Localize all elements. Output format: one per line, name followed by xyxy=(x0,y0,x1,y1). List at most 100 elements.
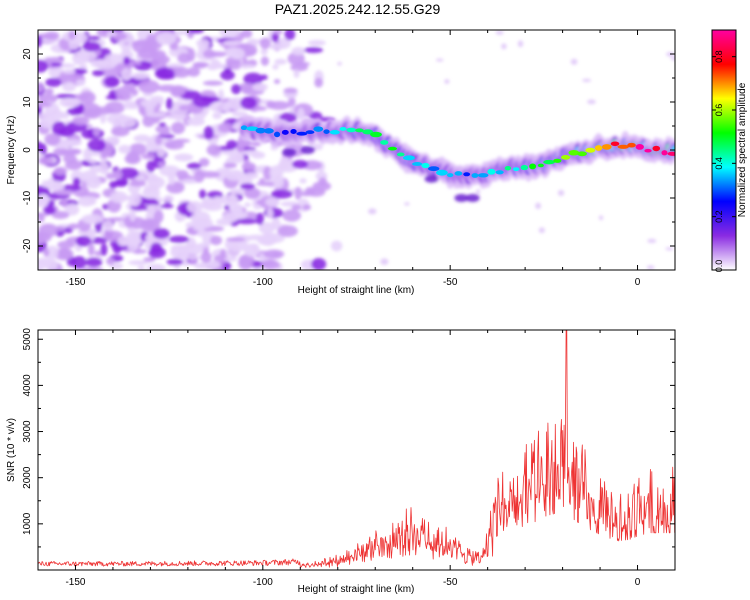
noise-blob xyxy=(166,114,187,120)
noise-blob xyxy=(158,122,166,127)
noise-blob xyxy=(157,84,178,92)
ridge-core xyxy=(296,131,308,136)
noise-blob xyxy=(129,180,147,187)
noise-blob xyxy=(45,77,62,87)
ridge-core xyxy=(387,146,398,151)
ridge-core xyxy=(305,130,315,134)
noise-blob xyxy=(62,154,77,164)
noise-blob xyxy=(38,93,58,104)
ridge-core xyxy=(281,129,289,135)
noise-blob xyxy=(147,176,160,183)
noise-blob xyxy=(226,140,238,150)
noise-blob xyxy=(670,56,675,61)
noise-blob xyxy=(134,60,142,66)
noise-blob xyxy=(38,200,43,208)
noise-blob xyxy=(68,223,80,230)
noise-blob xyxy=(251,105,267,112)
noise-blob xyxy=(404,202,410,206)
ridge-core xyxy=(421,162,430,169)
noise-blob xyxy=(51,121,67,136)
ridge-core xyxy=(355,128,364,133)
noise-blob xyxy=(210,235,223,246)
colorbar-tick-label: 0.2 xyxy=(714,210,724,223)
noise-blob xyxy=(665,247,674,251)
noise-blob xyxy=(88,159,97,165)
ridge-side-blob xyxy=(282,148,297,157)
noise-blob xyxy=(206,144,222,156)
noise-blob xyxy=(38,213,45,223)
noise-blob xyxy=(109,180,118,189)
noise-blob xyxy=(277,225,298,237)
ridge-core xyxy=(346,127,357,133)
noise-blob xyxy=(158,161,165,168)
noise-blob xyxy=(271,32,280,43)
noise-blob xyxy=(270,145,278,151)
noise-blob xyxy=(230,207,241,215)
noise-blob xyxy=(269,43,286,50)
noise-blob xyxy=(78,91,96,105)
colorbar-frame xyxy=(711,29,737,271)
noise-blob xyxy=(199,171,221,179)
noise-blob xyxy=(265,100,276,109)
noise-blob xyxy=(128,143,148,156)
ridge-core xyxy=(577,151,587,157)
noise-blob xyxy=(337,61,342,66)
noise-blob xyxy=(92,127,101,137)
noise-blob xyxy=(212,112,222,120)
noise-blob xyxy=(163,195,174,203)
noise-blob xyxy=(250,141,262,147)
noise-blob xyxy=(598,215,604,221)
noise-blob xyxy=(44,88,54,95)
spectrogram-x-tick-label: -50 xyxy=(443,277,458,288)
noise-blob xyxy=(219,30,241,38)
ridge-core xyxy=(396,152,405,157)
snr-x-tick-label: -150 xyxy=(65,577,85,588)
snr-x-tick-label: -100 xyxy=(253,577,273,588)
noise-blob xyxy=(113,169,123,180)
ridge-core xyxy=(652,145,661,152)
noise-blob xyxy=(311,143,324,151)
noise-blob xyxy=(137,47,157,60)
noise-blob xyxy=(293,69,300,78)
noise-blob xyxy=(308,39,326,46)
noise-blob xyxy=(270,189,293,199)
noise-blob xyxy=(216,218,233,226)
noise-blob xyxy=(57,226,66,231)
noise-blob xyxy=(145,112,167,118)
noise-blob xyxy=(266,207,274,219)
noise-blob xyxy=(104,76,120,88)
ridge-core xyxy=(323,129,330,134)
spectrogram-y-tick-label: 0 xyxy=(22,147,33,153)
snr-x-tick-label: -50 xyxy=(443,577,458,588)
noise-blob xyxy=(73,105,85,113)
noise-blob xyxy=(587,99,596,105)
spectrogram-y-ticks: -20 -10 0 10 20 xyxy=(22,29,675,271)
noise-blob xyxy=(235,218,258,225)
noise-blob xyxy=(123,56,131,65)
noise-blob xyxy=(198,157,210,167)
ridge-core xyxy=(427,166,440,172)
noise-blob xyxy=(299,178,307,184)
noise-blob xyxy=(202,49,216,59)
noise-blob xyxy=(154,67,175,80)
noise-blob xyxy=(241,149,261,156)
noise-blob xyxy=(55,93,76,99)
noise-blob xyxy=(244,187,261,200)
noise-blob xyxy=(156,147,166,158)
noise-blob xyxy=(63,69,76,75)
noise-blob xyxy=(241,30,253,39)
noise-blob xyxy=(131,40,142,47)
ridge-side-blob xyxy=(465,194,480,202)
ridge-core xyxy=(560,155,571,160)
noise-blob xyxy=(167,171,176,186)
noise-blob xyxy=(265,197,280,207)
noise-blob xyxy=(192,95,214,108)
ridge-core xyxy=(436,169,448,176)
noise-blob xyxy=(203,125,214,140)
ridge-core xyxy=(553,158,562,163)
noise-blob xyxy=(247,38,259,46)
snr-y-axis-label: SNR (10 * v/v) xyxy=(6,418,17,482)
noise-blob xyxy=(81,266,104,270)
noise-blob xyxy=(476,189,481,195)
snr-frame xyxy=(37,329,676,571)
